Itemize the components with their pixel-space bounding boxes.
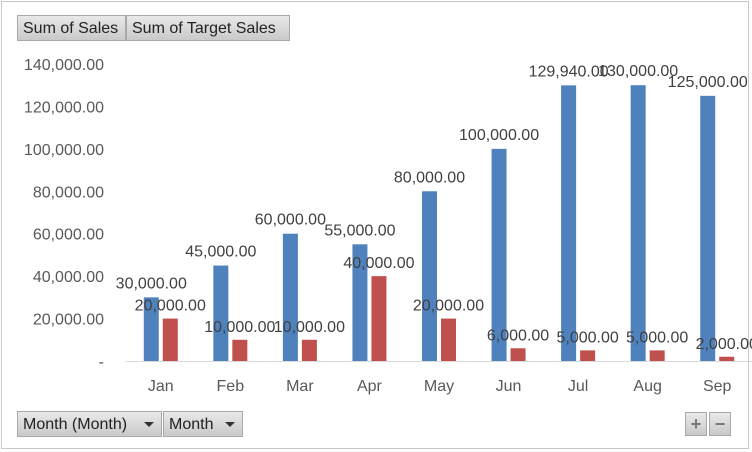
month-label: Month <box>169 416 214 433</box>
data-labels: 30,000.00 20,000.00 45,000.00 10,000.00 60,0… <box>116 63 752 353</box>
sales-bar <box>422 191 437 361</box>
x-tick-label: Feb <box>217 378 245 395</box>
target-sales-data-label: 20,000.00 <box>135 298 206 315</box>
target-sales-bar <box>580 350 596 361</box>
sales-data-label: 30,000.00 <box>116 275 187 292</box>
sales-bar <box>282 233 298 361</box>
target-sales-data-label: 5,000.00 <box>556 329 618 346</box>
sales-data-label: 80,000.00 <box>394 169 465 186</box>
target-sales-bar <box>441 318 456 361</box>
y-tick-label: 100,000.00 <box>24 142 104 159</box>
y-tick-label: 80,000.00 <box>33 184 104 201</box>
x-tick-label: Mar <box>286 378 314 395</box>
y-tick-label: 140,000.00 <box>24 57 104 74</box>
x-tick-label: Jun <box>496 378 522 395</box>
month-month-label: Month (Month) <box>23 416 128 433</box>
sales-data-label: 55,000.00 <box>324 222 395 239</box>
sum-of-sales-field-button[interactable]: Sum of Sales <box>17 15 126 41</box>
month-month-field-button[interactable]: Month (Month) <box>17 411 162 437</box>
x-tick-label: May <box>424 378 454 395</box>
sales-data-label: 60,000.00 <box>255 212 326 229</box>
target-sales-bar <box>232 339 248 361</box>
target-sales-data-label: 6,000.00 <box>487 327 549 344</box>
sum-of-target-sales-field-button[interactable]: Sum of Target Sales <box>126 15 290 41</box>
dropdown-arrow-icon <box>225 422 235 427</box>
sales-bar <box>491 148 507 361</box>
target-sales-bar <box>719 356 735 361</box>
month-field-button[interactable]: Month <box>163 411 243 437</box>
sales-data-label: 129,940.00 <box>529 63 609 80</box>
x-tick-label: Apr <box>357 378 383 395</box>
sales-data-label: 130,000.00 <box>598 63 678 80</box>
x-tick-label: Jul <box>568 378 588 395</box>
sales-bar <box>561 85 577 362</box>
x-tick-label: Aug <box>633 378 661 395</box>
y-tick-label: 20,000.00 <box>33 312 104 329</box>
y-tick-label: 60,000.00 <box>33 227 104 244</box>
target-sales-bar <box>510 348 526 361</box>
sales-data-label: 125,000.00 <box>668 74 748 91</box>
x-tick-label: Sep <box>703 378 732 395</box>
target-sales-data-label: 10,000.00 <box>204 319 275 336</box>
sum-of-sales-label: Sum of Sales <box>23 20 119 37</box>
x-axis: Jan Feb Mar Apr May Jun Jul Aug Sep <box>126 361 752 395</box>
sales-data-label: 45,000.00 <box>185 244 256 261</box>
sales-bar <box>352 244 368 361</box>
y-tick-label: - <box>99 354 104 371</box>
target-sales-data-label: 40,000.00 <box>343 255 414 272</box>
sales-data-label: 100,000.00 <box>459 127 539 144</box>
expand-plus-button[interactable]: + <box>685 412 707 436</box>
dropdown-arrow-icon <box>144 422 154 427</box>
y-axis: - 20,000.00 40,000.00 60,000.00 80,000.00 100… <box>24 57 104 371</box>
target-sales-data-label: 20,000.00 <box>413 298 484 315</box>
target-sales-data-label: 2,000.00 <box>696 336 752 353</box>
collapse-minus-button[interactable]: − <box>709 412 731 436</box>
sum-of-target-sales-label: Sum of Target Sales <box>132 20 276 37</box>
target-sales-data-label: 10,000.00 <box>274 319 345 336</box>
sales-bar <box>213 265 229 361</box>
sales-bar <box>700 95 716 362</box>
target-sales-bar <box>371 276 387 361</box>
sales-bar <box>143 297 159 361</box>
sales-bar <box>630 85 646 361</box>
target-sales-bar <box>301 339 317 361</box>
x-tick-label: Jan <box>148 378 174 395</box>
target-sales-bar <box>162 318 178 361</box>
bars <box>143 85 735 362</box>
target-sales-bar <box>649 350 665 361</box>
y-tick-label: 120,000.00 <box>24 99 104 116</box>
y-tick-label: 40,000.00 <box>33 269 104 286</box>
target-sales-data-label: 5,000.00 <box>626 329 688 346</box>
